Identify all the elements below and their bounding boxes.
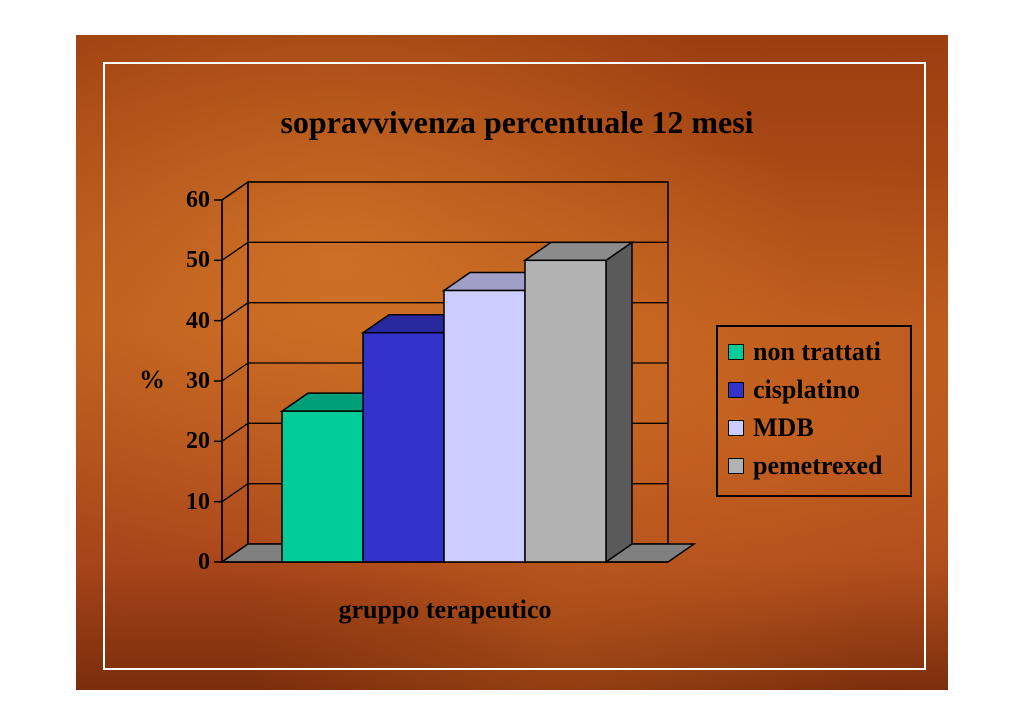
legend-item: MDB [728, 413, 814, 443]
slide-frame [103, 62, 926, 670]
y-tick-label: 60 [186, 187, 210, 213]
gridline-side [221, 362, 249, 382]
legend-swatch [728, 420, 744, 436]
gridline-side [221, 483, 249, 503]
gridline-side [221, 241, 249, 261]
y-tick-label: 20 [186, 428, 210, 455]
y-axis-label: % [139, 365, 165, 394]
legend-item: pemetrexed [728, 451, 882, 481]
legend-label: MDB [753, 413, 814, 442]
bar-side [605, 240, 633, 564]
bar [522, 240, 635, 564]
y-tick-label: 50 [186, 247, 210, 274]
legend-label: non trattati [753, 337, 881, 366]
y-tick-label: 40 [186, 307, 210, 334]
legend-label: cisplatino [753, 375, 860, 404]
legend-item: cisplatino [728, 375, 860, 405]
gridline-side [221, 422, 249, 442]
legend-label: pemetrexed [753, 451, 883, 480]
bar-front [362, 331, 445, 563]
x-axis-label: gruppo terapeutico [338, 595, 552, 624]
legend-swatch [728, 344, 744, 360]
legend-swatch [728, 458, 744, 474]
gridline-side [221, 302, 249, 322]
y-tick-label: 10 [186, 488, 210, 515]
chart-title: sopravvivenza percentuale 12 mesi [280, 104, 754, 140]
chart-legend: non trattati cisplatino MDB pemetrexed [716, 325, 912, 497]
legend-item: non trattati [728, 337, 881, 367]
bar-front [524, 259, 607, 563]
y-tick-label: 30 [186, 368, 210, 394]
gridline-side [221, 181, 249, 201]
legend-swatch [728, 382, 744, 398]
bar-front [443, 289, 526, 563]
bar-front [281, 410, 364, 563]
y-tick-label: 0 [198, 549, 210, 575]
